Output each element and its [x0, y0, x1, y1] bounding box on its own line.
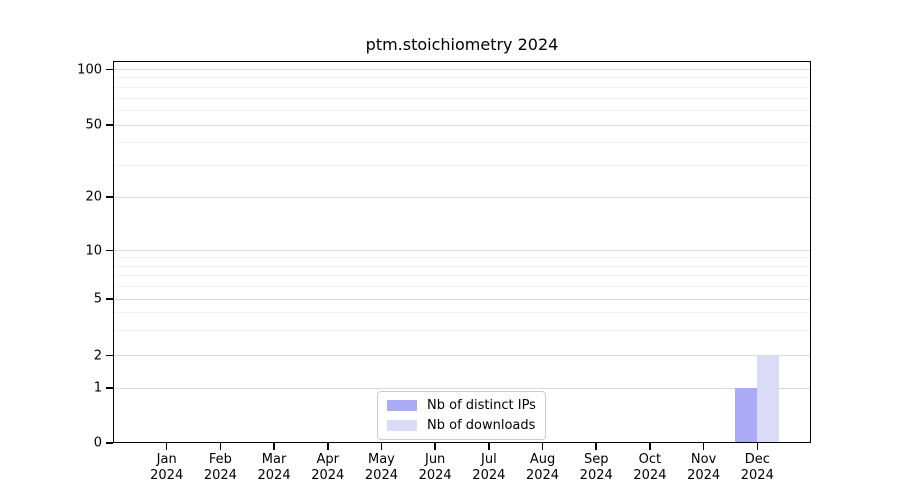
x-axis-tick-label: May 2024: [349, 452, 413, 484]
gridline-major: [113, 298, 811, 300]
legend-row-downloads: Nb of downloads: [387, 418, 536, 433]
x-axis-tick: [219, 443, 222, 450]
y-axis-tick-label: 0: [93, 435, 102, 451]
x-label-month: Feb: [208, 452, 232, 467]
x-axis-tick: [273, 443, 275, 450]
gridline-minor: [113, 312, 811, 314]
gridline-major: [113, 387, 811, 389]
gridline-major: [113, 355, 811, 357]
gridline-minor: [113, 257, 811, 259]
legend-swatch-downloads: [387, 420, 417, 431]
x-label-year: 2024: [257, 468, 291, 483]
gridline-minor: [113, 285, 811, 287]
x-label-month: Jul: [481, 452, 497, 467]
legend-label-distinct-ips: Nb of distinct IPs: [427, 398, 536, 413]
x-axis-tick: [380, 443, 383, 450]
x-axis-tick: [488, 443, 490, 450]
x-axis-tick: [756, 443, 759, 450]
bar-distinct-ips: [735, 388, 758, 443]
x-axis-tick-label: Jul 2024: [457, 452, 521, 484]
x-label-month: Mar: [261, 452, 287, 467]
x-label-year: 2024: [740, 468, 774, 483]
y-axis-tick-label: 50: [85, 117, 102, 133]
gridline-minor: [113, 142, 811, 144]
x-label-month: Jun: [424, 452, 446, 467]
x-label-year: 2024: [364, 468, 398, 483]
x-label-year: 2024: [633, 468, 667, 483]
x-axis-tick: [327, 443, 329, 450]
x-axis-tick-label: Aug 2024: [511, 452, 575, 484]
x-label-year: 2024: [150, 468, 184, 483]
x-axis-tick-label: Nov 2024: [672, 452, 736, 484]
gridline-minor: [113, 164, 811, 166]
y-axis-tick: [106, 196, 113, 198]
y-axis-tick-label: 5: [93, 291, 102, 307]
y-axis-tick: [106, 387, 113, 389]
x-label-month: Aug: [529, 452, 556, 467]
x-axis-tick-label: Oct 2024: [618, 452, 682, 484]
y-axis-tick: [106, 298, 113, 300]
x-axis-tick-label: Mar 2024: [242, 452, 306, 484]
gridline-minor: [113, 330, 811, 332]
gridline-minor: [113, 77, 811, 79]
x-label-month: Sep: [583, 452, 609, 467]
gridline-major: [113, 250, 811, 251]
x-axis-tick-label: Apr 2024: [296, 452, 360, 484]
legend-row-distinct-ips: Nb of distinct IPs: [387, 398, 536, 413]
x-label-month: May: [368, 452, 395, 467]
gridline-minor: [113, 265, 811, 267]
x-label-month: Oct: [638, 452, 662, 467]
gridline-minor: [113, 97, 811, 99]
y-axis-tick-label: 100: [77, 62, 102, 77]
x-axis-tick: [541, 443, 544, 450]
y-axis-tick: [106, 124, 113, 126]
gridline-major: [113, 124, 811, 126]
axes-frame: [113, 61, 811, 443]
x-axis-tick-label: Jun 2024: [403, 452, 467, 484]
gridline-minor: [113, 109, 811, 111]
x-label-year: 2024: [472, 468, 506, 483]
x-label-year: 2024: [687, 468, 721, 483]
legend-swatch-distinct-ips: [387, 400, 417, 411]
bar-downloads: [757, 355, 780, 443]
x-label-month: Dec: [744, 452, 770, 467]
y-axis-tick: [106, 249, 113, 252]
x-axis-tick: [649, 443, 651, 450]
plot-area: 0 1 2 5 10 20 50 100 Jan 2024 Feb 2024 Mar 2024 Apr 202…: [77, 61, 811, 483]
x-axis-tick-label: Jan 2024: [135, 452, 199, 484]
y-axis-tick-label: 2: [93, 348, 102, 364]
y-axis-tick-label: 10: [85, 243, 102, 258]
x-label-year: 2024: [525, 468, 560, 483]
gridline-minor: [113, 274, 811, 276]
y-axis-tick-label: 1: [93, 380, 102, 396]
x-label-month: Jan: [156, 452, 177, 467]
x-axis-tick: [165, 443, 168, 450]
x-axis-tick-label: Dec 2024: [725, 452, 789, 484]
y-axis-tick: [106, 354, 113, 357]
chart-title: ptm.stoichiometry 2024: [365, 35, 559, 54]
x-axis-tick: [595, 443, 597, 450]
x-label-month: Nov: [690, 452, 717, 467]
gridline-minor: [113, 86, 811, 88]
x-axis-tick-label: Sep 2024: [564, 452, 628, 484]
x-label-month: Apr: [316, 452, 340, 467]
gridline-major: [113, 196, 811, 198]
y-axis-tick-label: 20: [85, 189, 102, 205]
x-label-year: 2024: [203, 468, 237, 483]
x-label-year: 2024: [579, 468, 613, 483]
x-axis-tick: [702, 443, 705, 450]
y-axis-tick: [106, 442, 113, 444]
legend: Nb of distinct IPs Nb of downloads: [377, 391, 546, 440]
x-axis-tick: [434, 443, 436, 450]
y-axis-tick: [106, 68, 113, 71]
legend-label-downloads: Nb of downloads: [427, 418, 536, 433]
gridline-major: [113, 69, 811, 70]
x-label-year: 2024: [311, 468, 345, 483]
x-label-year: 2024: [418, 468, 452, 483]
x-axis-tick-label: Feb 2024: [188, 452, 252, 484]
